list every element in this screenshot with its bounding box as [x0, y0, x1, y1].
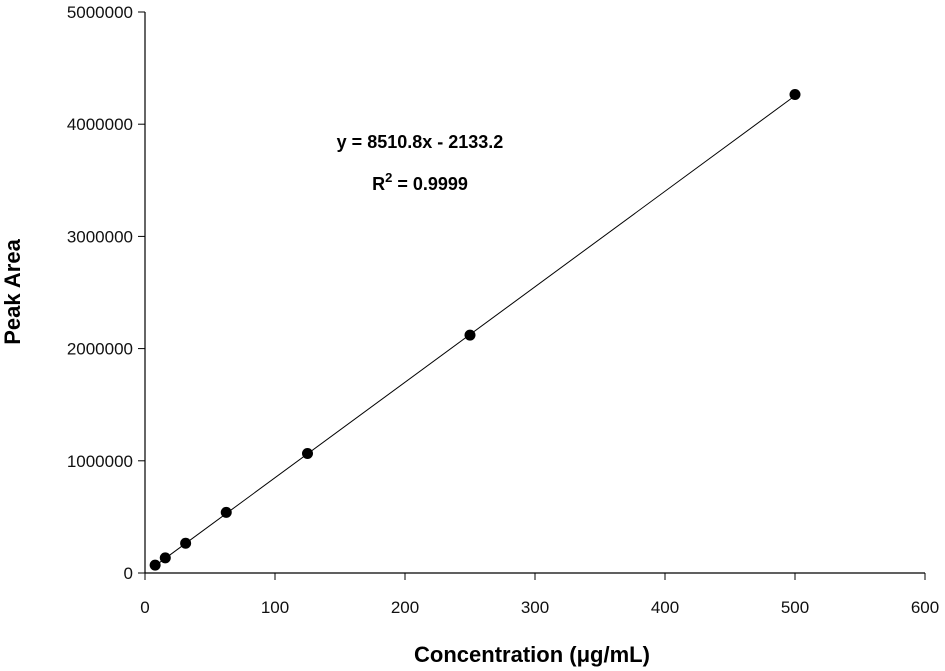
x-tick-label: 600 — [911, 598, 939, 617]
y-axis-ticks: 0 1000000 2000000 3000000 4000000 5000000 — [67, 3, 145, 583]
x-tick-label: 0 — [140, 598, 149, 617]
x-tick-label: 300 — [521, 598, 549, 617]
y-tick-label: 3000000 — [67, 227, 133, 246]
data-point — [302, 448, 313, 460]
r-squared-value: = 0.9999 — [392, 174, 468, 194]
r-squared-label: R2 = 0.9999 — [372, 170, 468, 194]
y-axis-title: Peak Area — [0, 238, 25, 344]
y-tick-label: 1000000 — [67, 452, 133, 471]
data-point — [789, 88, 801, 100]
x-tick-label: 400 — [651, 598, 679, 617]
axes — [144, 12, 925, 574]
y-tick-label: 5000000 — [67, 3, 133, 22]
data-point — [180, 537, 192, 549]
r-squared-superscript: 2 — [385, 170, 392, 185]
data-point — [159, 552, 171, 564]
data-points — [149, 88, 801, 571]
x-axis-ticks: 0 100 200 300 400 500 600 — [140, 573, 939, 617]
data-point — [464, 329, 476, 341]
y-tick-label: 4000000 — [67, 115, 133, 134]
x-axis-title: Concentration (μg/mL) — [414, 642, 650, 667]
trendline — [154, 95, 796, 567]
x-tick-label: 200 — [391, 598, 419, 617]
x-tick-label: 500 — [781, 598, 809, 617]
x-tick-label: 100 — [261, 598, 289, 617]
r-squared-base: R — [372, 174, 385, 194]
y-tick-label: 2000000 — [67, 340, 133, 359]
equation-label: y = 8510.8x - 2133.2 — [337, 132, 504, 152]
data-point — [149, 559, 161, 571]
data-point — [220, 506, 232, 518]
y-tick-label: 0 — [124, 564, 133, 583]
